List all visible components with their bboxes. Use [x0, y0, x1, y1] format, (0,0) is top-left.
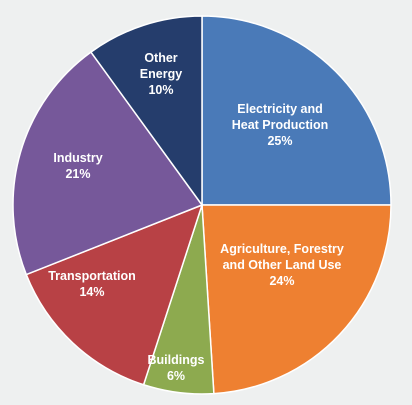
slice-percent-label: 25%: [267, 134, 292, 148]
slice-percent-label: 14%: [79, 285, 104, 299]
slice-percent-label: 24%: [269, 274, 294, 288]
pie-slices: [12, 15, 392, 395]
slice-category-label: Energy: [140, 67, 182, 81]
pie-slice: [12, 51, 204, 276]
pie-slice: [201, 15, 392, 206]
slice-category-label: Industry: [53, 151, 102, 165]
slice-percent-label: 21%: [65, 167, 90, 181]
slice-category-label: Heat Production: [232, 118, 329, 132]
pie-slice: [201, 204, 392, 395]
slice-category-label: Agriculture, Forestry: [220, 242, 344, 256]
slice-category-label: Buildings: [148, 353, 205, 367]
pie-slice: [89, 15, 203, 208]
pie-labels: Electricity and Heat Production 25% Agricul…: [48, 51, 344, 383]
slice-category-label: Electricity and: [237, 102, 322, 116]
slice-category-label: Transportation: [48, 269, 136, 283]
slice-percent-label: 10%: [148, 83, 173, 97]
slice-category-label: Other: [144, 51, 177, 65]
slice-percent-label: 6%: [167, 369, 185, 383]
pie-slice: [25, 203, 204, 386]
slice-category-label: and Other Land Use: [223, 258, 342, 272]
